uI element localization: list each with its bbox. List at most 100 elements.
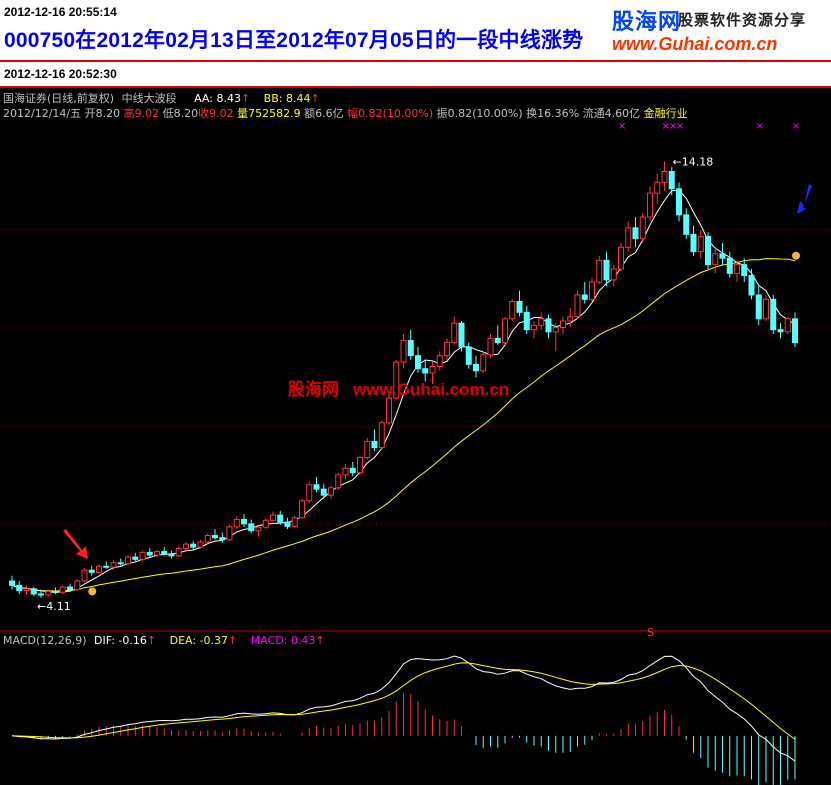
- candle-body: [538, 318, 545, 326]
- watermark-url: www.Guhai.com.cn: [353, 380, 510, 399]
- candle-body: [690, 233, 697, 253]
- indicator-line: 国海证券(日线,前复权) 中线大波段 AA: 8.43↑ BB: 8.44↑: [3, 90, 320, 106]
- macd-dif-line: [11, 655, 796, 762]
- candle-body: [313, 484, 320, 490]
- candle-body: [770, 298, 777, 331]
- quote-date: 2012/12/14/五: [3, 107, 82, 120]
- candle-body: [139, 551, 146, 560]
- site-logo[interactable]: 股海网 股票软件资源分享 www.Guhai.com.cn: [612, 4, 831, 60]
- candle-body: [705, 236, 711, 266]
- candle-body: [509, 301, 516, 320]
- candle-body: [67, 586, 73, 591]
- stock-chart[interactable]: ←14.18 ←4.11 × × × × × × S 国海证券(日线,前复权) 中线大波段 AA…: [0, 88, 831, 785]
- candle-body: [132, 556, 139, 560]
- candle-body: [371, 440, 378, 449]
- quote-sector[interactable]: 金融行业: [643, 107, 688, 120]
- candle-body: [574, 294, 581, 318]
- candle-body: [59, 586, 66, 593]
- candle-body: [320, 488, 327, 496]
- signal-x-icon: ×: [676, 121, 684, 132]
- candle-body: [364, 440, 371, 459]
- candle-body: [697, 236, 704, 253]
- bb-up-arrow-icon: ↑: [310, 92, 320, 105]
- formula-name: 中线大波段: [121, 92, 177, 105]
- macd-dea: DEA: -0.37: [169, 634, 229, 647]
- aa-up-arrow-icon: ↑: [240, 92, 251, 105]
- quote-float-cap: 流通4.60亿: [582, 107, 641, 120]
- candle-body: [654, 181, 661, 194]
- candle-body: [219, 537, 226, 541]
- candle-body: [480, 354, 487, 372]
- candle-body: [175, 548, 182, 557]
- candle-body: [154, 551, 160, 556]
- candle-body: [241, 518, 247, 525]
- candle-body: [596, 259, 603, 283]
- candle-body: [407, 340, 414, 357]
- logo-name: 股海网: [612, 9, 682, 34]
- quote-line: 2012/12/14/五 开8.20 高9.02 低8.20收9.02 量752…: [3, 105, 688, 121]
- candle-body: [81, 569, 88, 582]
- candle-body: [96, 565, 102, 573]
- buy-hand-icon: [88, 587, 97, 596]
- candle-body: [270, 514, 276, 521]
- candle-body: [523, 311, 530, 331]
- candle-body: [161, 551, 168, 555]
- quote-high: 高9.02: [123, 107, 160, 120]
- candle-body: [357, 457, 363, 474]
- candle-body: [262, 519, 269, 528]
- candle-body: [125, 556, 131, 565]
- candle-body: [226, 526, 233, 541]
- candle-body: [335, 474, 342, 489]
- logo-tagline: 股票软件资源分享: [678, 13, 807, 29]
- candle-body: [726, 257, 733, 274]
- candle-body: [429, 366, 436, 374]
- dif-up-arrow-icon: ↑: [146, 634, 157, 647]
- candle-body: [792, 318, 798, 344]
- candle-body: [183, 543, 189, 549]
- aa-value: AA: 8.43: [194, 92, 241, 105]
- candle-body: [52, 590, 59, 593]
- candle-body: [204, 535, 211, 543]
- candle-body: [552, 327, 559, 333]
- candle-body: [9, 580, 15, 586]
- quote-amplitude: 振0.82(10.00%): [436, 107, 523, 120]
- macd-name: MACD(12,26,9): [3, 634, 87, 647]
- quote-volume: 量752582.9: [237, 107, 301, 120]
- candle-body: [378, 422, 385, 449]
- macd-up-arrow-icon: ↑: [315, 634, 325, 647]
- candle-body: [639, 216, 646, 240]
- header-timestamp: 2012-12-16 20:55:14: [4, 5, 117, 19]
- candle-body: [436, 355, 443, 367]
- candle-body: [755, 294, 762, 320]
- candle-body: [494, 337, 501, 344]
- chart-canvas[interactable]: ←14.18←4.11× ××× × ×S: [0, 88, 831, 785]
- candle-body: [618, 246, 624, 270]
- candle-body: [328, 487, 334, 496]
- macd-value: MACD: 0.43: [250, 634, 316, 647]
- quote-close: 收9.02: [198, 107, 234, 120]
- sub-header: 2012-12-16 20:52:30: [0, 62, 831, 88]
- signal-x-icon: ×: [618, 121, 626, 132]
- candle-body: [23, 588, 30, 592]
- candle-body: [487, 337, 494, 356]
- candle-body: [676, 188, 682, 216]
- candle-body: [74, 580, 81, 591]
- header-title: 000750在2012年02月13日至2012年07月05日的一段中线涨势: [4, 29, 584, 52]
- s-marker-icon: S: [647, 626, 654, 639]
- candle-body: [197, 541, 204, 548]
- quote-open: 开8.20: [84, 107, 121, 120]
- candle-body: [784, 318, 791, 333]
- candle-body: [647, 192, 653, 218]
- candle-body: [748, 275, 755, 296]
- macd-header: MACD(12,26,9) DIF: -0.16↑ DEA: -0.37↑ MA…: [3, 634, 325, 647]
- candle-body: [502, 318, 508, 344]
- candle-body: [212, 535, 218, 539]
- watermark-name: 股海网: [288, 380, 339, 399]
- candle-body: [393, 361, 400, 399]
- candle-body: [458, 322, 465, 348]
- candle-body: [30, 588, 37, 595]
- candle-body: [415, 355, 421, 370]
- candle-body: [625, 227, 632, 248]
- candle-body: [117, 562, 124, 565]
- signal-x-icon: ×: [669, 121, 677, 132]
